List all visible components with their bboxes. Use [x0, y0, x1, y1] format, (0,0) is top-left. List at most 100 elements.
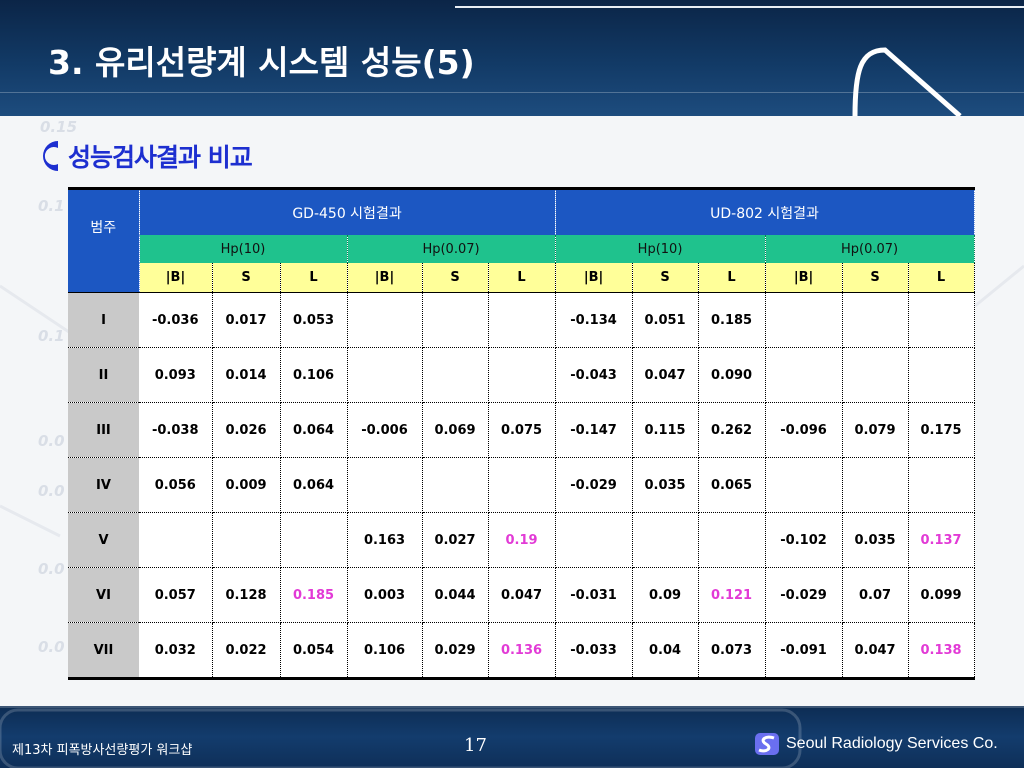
- value-cell: 0.029: [422, 622, 489, 679]
- value-cell: 0.106: [347, 622, 423, 679]
- value-cell: [347, 347, 423, 403]
- svg-text:0.15: 0.15: [40, 118, 77, 136]
- value-cell: 0.054: [280, 622, 348, 679]
- value-cell: 0.053: [280, 292, 348, 348]
- metric-header: S: [842, 263, 909, 293]
- value-cell: 0.115: [632, 402, 699, 458]
- company-branding: Seoul Radiology Services Co.: [754, 732, 998, 756]
- value-cell: 0.090: [698, 347, 766, 403]
- value-cell-highlighted: 0.19: [488, 512, 556, 568]
- value-cell: [488, 292, 556, 348]
- footer-decoration: [0, 706, 1024, 768]
- value-cell: 0.065: [698, 457, 766, 513]
- value-cell: 0.056: [139, 457, 213, 513]
- value-cell: -0.038: [139, 402, 213, 458]
- value-cell: 0.064: [280, 457, 348, 513]
- value-cell: 0.09: [632, 567, 699, 623]
- value-cell: [555, 512, 633, 568]
- value-cell: 0.106: [280, 347, 348, 403]
- value-cell: 0.185: [698, 292, 766, 348]
- value-cell: 0.175: [908, 402, 975, 458]
- value-cell: 0.017: [212, 292, 281, 348]
- header-line: [455, 6, 1024, 8]
- metric-header: L: [908, 263, 975, 293]
- value-cell: -0.033: [555, 622, 633, 679]
- group-header-gd450: GD-450 시험결과: [139, 188, 556, 235]
- category-cell: IV: [68, 457, 139, 513]
- value-cell: -0.096: [765, 402, 843, 458]
- section-title: 성능검사결과 비교: [68, 143, 253, 172]
- value-cell-highlighted: 0.137: [908, 512, 975, 568]
- value-cell: 0.026: [212, 402, 281, 458]
- value-cell: 0.057: [139, 567, 213, 623]
- value-cell: -0.134: [555, 292, 633, 348]
- metric-header: L: [488, 263, 556, 293]
- table-row: III -0.038 0.026 0.064 -0.006 0.069 0.07…: [68, 402, 975, 458]
- value-cell: -0.029: [555, 457, 633, 513]
- category-header-spacer: [68, 263, 140, 293]
- value-cell: 0.079: [842, 402, 909, 458]
- value-cell: 0.035: [632, 457, 699, 513]
- value-cell: -0.147: [555, 402, 633, 458]
- value-cell: 0.003: [347, 567, 423, 623]
- value-cell: [908, 457, 975, 513]
- metric-header: |B|: [347, 263, 423, 293]
- header-curve-decoration: [852, 47, 962, 116]
- value-cell: 0.128: [212, 567, 281, 623]
- value-cell: 0.262: [698, 402, 766, 458]
- subgroup-header: Hp(10): [555, 235, 766, 263]
- metric-header: S: [212, 263, 281, 293]
- value-cell: [842, 457, 909, 513]
- category-cell: I: [68, 292, 139, 348]
- value-cell: 0.047: [488, 567, 556, 623]
- category-cell: III: [68, 402, 139, 458]
- category-cell: II: [68, 347, 139, 403]
- value-cell: 0.099: [908, 567, 975, 623]
- value-cell: [212, 512, 281, 568]
- performance-comparison-table: 범주 GD-450 시험결과 UD-802 시험결과 Hp(10) Hp(0.0…: [68, 187, 975, 680]
- metric-header: |B|: [555, 263, 633, 293]
- event-name: 제13차 피폭방사선량평가 워크샵: [12, 743, 193, 758]
- subgroup-header: Hp(0.07): [347, 235, 556, 263]
- category-cell: VI: [68, 567, 139, 623]
- value-cell: [908, 347, 975, 403]
- value-cell: [139, 512, 213, 568]
- value-cell: [488, 457, 556, 513]
- metric-header: |B|: [765, 263, 843, 293]
- subgroup-header: Hp(10): [139, 235, 348, 263]
- value-cell: [422, 457, 489, 513]
- value-cell: [422, 347, 489, 403]
- value-cell: [765, 457, 843, 513]
- value-cell: 0.047: [842, 622, 909, 679]
- metric-header: L: [280, 263, 348, 293]
- value-cell: [347, 292, 423, 348]
- svg-text:0.1: 0.1: [38, 197, 65, 215]
- company-logo-icon: [755, 733, 779, 755]
- value-cell: [842, 292, 909, 348]
- value-cell: -0.006: [347, 402, 423, 458]
- header-line: [0, 92, 1024, 93]
- page-number: 17: [464, 735, 487, 756]
- subgroup-header: Hp(0.07): [765, 235, 975, 263]
- value-cell: 0.073: [698, 622, 766, 679]
- value-cell: [280, 512, 348, 568]
- value-cell: 0.032: [139, 622, 213, 679]
- value-cell: 0.07: [842, 567, 909, 623]
- category-header: 범주: [68, 188, 140, 263]
- value-cell: 0.163: [347, 512, 423, 568]
- svg-text:0.0: 0.0: [38, 560, 65, 578]
- value-cell: -0.091: [765, 622, 843, 679]
- value-cell: [765, 347, 843, 403]
- value-cell: 0.044: [422, 567, 489, 623]
- table-row: V 0.163 0.027 0.19 -0.102 0.035 0.137: [68, 512, 975, 568]
- value-cell: [765, 292, 843, 348]
- value-cell: 0.051: [632, 292, 699, 348]
- value-cell: -0.043: [555, 347, 633, 403]
- table-row: II 0.093 0.014 0.106 -0.043 0.047 0.090: [68, 347, 975, 403]
- value-cell: [842, 347, 909, 403]
- group-header-ud802: UD-802 시험결과: [555, 188, 975, 235]
- table-row: VII 0.032 0.022 0.054 0.106 0.029 0.136 …: [68, 622, 975, 679]
- value-cell: 0.027: [422, 512, 489, 568]
- value-cell: 0.047: [632, 347, 699, 403]
- value-cell: 0.075: [488, 402, 556, 458]
